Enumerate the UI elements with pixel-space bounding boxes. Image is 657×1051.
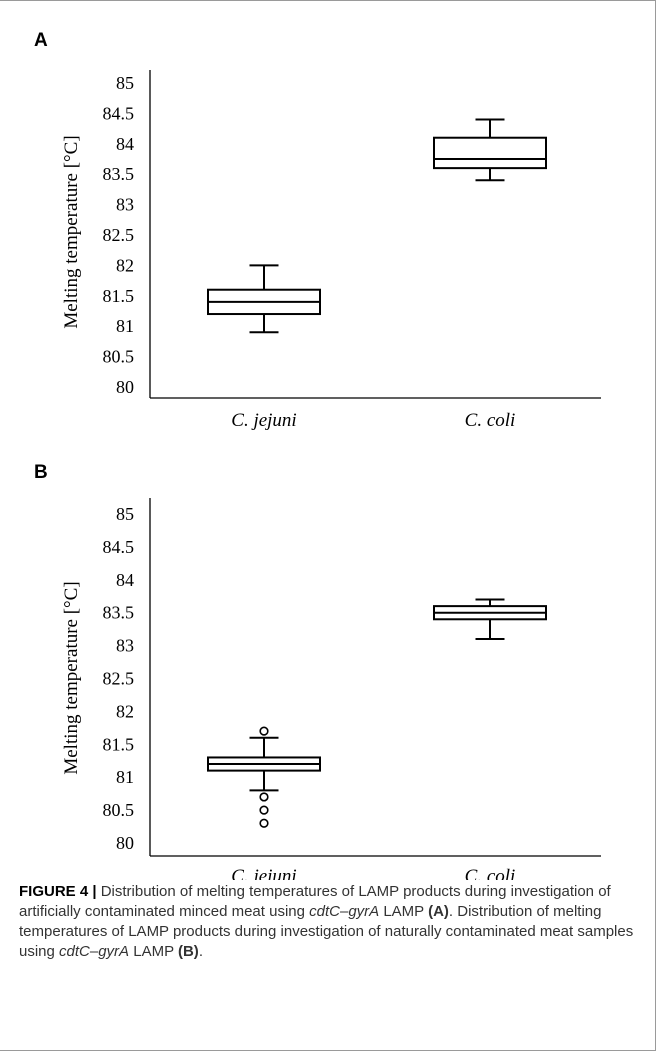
panel-a-letter: A	[34, 30, 48, 51]
caption-text-1: Distribution of melting temperatures of …	[19, 883, 611, 920]
panel-b-y-tick-label-8: 84	[116, 570, 134, 590]
panel-b-y-tick-label-9: 84.5	[103, 537, 135, 557]
panel-a-y-tick-label-7: 83.5	[103, 164, 135, 184]
panel-a-y-tick-label-10: 85	[116, 73, 134, 93]
panel-a-y-tick-label-2: 81	[116, 316, 134, 336]
panel-a-boxes	[207, 118, 547, 334]
panel-b-jejuni-outlier-0	[259, 726, 269, 736]
caption-text-5: .	[198, 943, 203, 960]
caption-text-4: LAMP	[129, 943, 178, 960]
panel-b-y-ticks: 80 80.5 81 81.5 82 82.5 83 83.5 84 84.5 85	[103, 504, 135, 853]
panel-a-y-tick-label-4: 82	[116, 255, 134, 275]
panel-b-category-jejuni: C. jejuni	[231, 866, 296, 880]
panel-a-category-coli: C. coli	[465, 410, 516, 431]
panel-a-category-jejuni: C. jejuni	[231, 410, 296, 431]
panel-b-y-tick-label-5: 82.5	[103, 669, 135, 689]
panel-a-y-tick-label-9: 84.5	[103, 103, 135, 123]
panel-b-y-tick-label-10: 85	[116, 504, 134, 524]
panel-b-y-tick-label-4: 82	[116, 701, 134, 721]
figure-charts: A 80 80.5 81 81.5 82 82.5 83 83.5 84 84.5 85 Melti…	[34, 30, 601, 880]
panel-a-y-tick-label-6: 83	[116, 195, 134, 215]
caption-text-2: LAMP	[379, 903, 429, 920]
panel-b-category-coli: C. coli	[465, 866, 516, 880]
panel-b-y-tick-label-1: 80.5	[103, 800, 135, 820]
panel-b-letter: B	[34, 462, 48, 483]
caption-ref-a: (A)	[428, 903, 449, 920]
panel-a: A 80 80.5 81 81.5 82 82.5 83 83.5 84 84.5 85 Melti…	[34, 30, 601, 431]
panel-a-y-ticks: 80 80.5 81 81.5 82 82.5 83 83.5 84 84.5 85	[103, 73, 135, 397]
panel-b-jejuni-outlier-2	[259, 805, 269, 815]
panel-b-y-tick-label-3: 81.5	[103, 734, 135, 754]
panel-a-y-tick-label-5: 82.5	[103, 225, 135, 245]
panel-b-y-tick-label-7: 83.5	[103, 603, 135, 623]
panel-a-y-tick-label-3: 81.5	[103, 286, 135, 306]
panel-b-y-tick-label-6: 83	[116, 636, 134, 656]
panel-b-y-axis-label: Melting temperature [°C]	[61, 581, 82, 774]
panel-a-y-tick-label-8: 84	[116, 134, 134, 154]
panel-b-y-tick-label-2: 81	[116, 767, 134, 787]
panel-a-y-axis-label: Melting temperature [°C]	[61, 135, 82, 328]
caption-gene-2: cdtC–gyrA	[59, 943, 130, 960]
panel-a-coli-box	[433, 136, 547, 170]
panel-a-y-tick-label-0: 80	[116, 377, 134, 397]
panel-a-y-tick-label-1: 80.5	[103, 347, 135, 367]
panel-b-jejuni-outlier-3	[259, 818, 269, 828]
panel-b-boxes	[207, 598, 547, 828]
caption-gene-1: cdtC–gyrA	[309, 903, 380, 920]
panel-b-jejuni-outlier-1	[259, 792, 269, 802]
caption-ref-b: (B)	[177, 943, 199, 960]
caption-text-3: . Distribution of melting temperatures o…	[19, 903, 634, 960]
figure-caption: FIGURE 4 | Distribution of melting tempe…	[19, 882, 639, 962]
panel-b: B 80 80.5 81 81.5 82 82.5 83 83.5 84 84.5 85 Melti…	[34, 462, 601, 880]
caption-label: FIGURE 4 |	[19, 883, 97, 900]
panel-b-y-tick-label-0: 80	[116, 833, 134, 853]
